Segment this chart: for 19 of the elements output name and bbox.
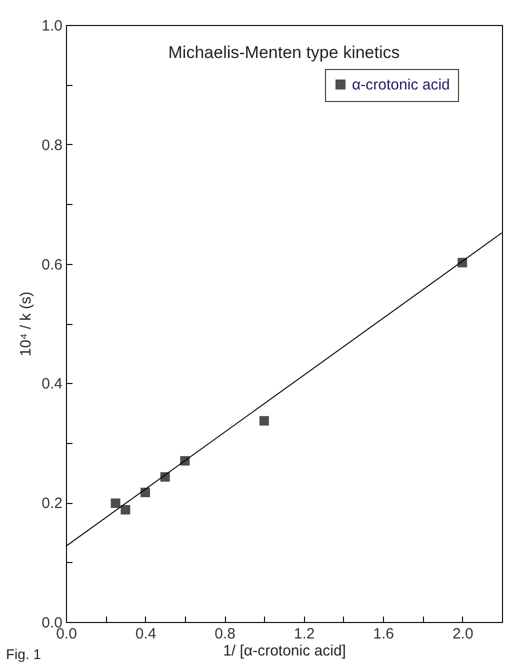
x-tick-label: 1.2	[294, 626, 315, 642]
text: Michaelis-Menten type kinetics	[168, 43, 400, 62]
point	[120, 505, 130, 515]
point	[259, 416, 269, 426]
caption: Fig. 1	[6, 646, 42, 662]
y-tick-label: 1.0	[42, 18, 62, 34]
x-axis-title: 1/ [α-crotonic acid]	[223, 642, 346, 660]
x-tick-label: 2.0	[452, 626, 474, 642]
y-tick-label: 0.8	[42, 136, 62, 154]
point	[140, 488, 150, 498]
point	[110, 498, 120, 508]
x-tick-label: 0.8	[214, 626, 236, 642]
legend-label: α-crotonic acid	[352, 76, 450, 94]
y-tick-label: 0.2	[42, 495, 62, 512]
x-tick-label: 0.4	[135, 626, 156, 642]
x-tick-label: 1.6	[373, 626, 394, 642]
y-tick-label: 0.6	[42, 256, 62, 274]
y-tick-label: 0.4	[42, 376, 62, 393]
y-axis-title: 10⁴ / k (s)	[18, 292, 35, 356]
